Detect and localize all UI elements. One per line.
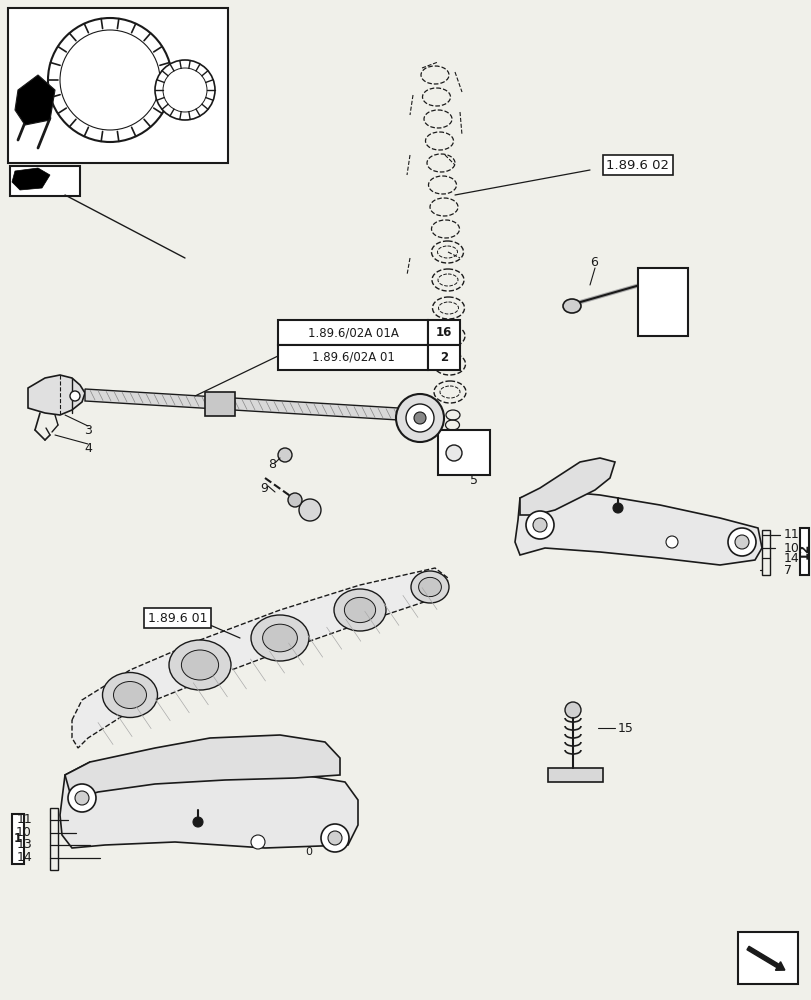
Text: 13: 13 [16,838,32,851]
Text: 5: 5 [470,474,478,487]
Circle shape [526,511,553,539]
Circle shape [320,824,349,852]
Bar [50,808,58,870]
Circle shape [70,391,80,401]
Text: 9: 9 [260,482,268,494]
Circle shape [414,412,426,424]
Circle shape [48,18,172,142]
Polygon shape [55,45,210,115]
Text: 14: 14 [783,552,799,564]
Circle shape [445,445,461,461]
Circle shape [612,503,622,513]
Circle shape [298,499,320,521]
Polygon shape [28,375,85,415]
Circle shape [251,835,264,849]
Text: 8: 8 [268,458,276,472]
Polygon shape [519,458,614,515]
Text: 3: 3 [84,424,92,436]
Text: 10: 10 [783,542,799,554]
Circle shape [155,60,215,120]
Circle shape [727,528,755,556]
Ellipse shape [418,577,441,597]
Circle shape [277,448,292,462]
Polygon shape [60,760,358,848]
Circle shape [532,518,547,532]
Ellipse shape [262,624,297,652]
Circle shape [406,404,433,432]
Bar [8,8,228,163]
Bar [277,345,427,370]
Text: 11: 11 [783,528,799,542]
Ellipse shape [114,682,146,708]
Bar [799,528,808,575]
Text: 1.89.6/02A 01: 1.89.6/02A 01 [311,351,394,364]
Text: 15: 15 [617,722,633,734]
Bar [427,345,460,370]
Text: 16: 16 [436,326,452,339]
Circle shape [68,784,96,812]
Bar [637,268,687,336]
Polygon shape [15,75,55,125]
Circle shape [665,536,677,548]
Circle shape [193,817,203,827]
Circle shape [564,702,581,718]
Text: 6: 6 [590,255,597,268]
Bar [737,932,797,984]
Polygon shape [65,735,340,800]
Polygon shape [72,568,448,748]
Polygon shape [85,389,414,421]
Circle shape [288,493,302,507]
Text: 4: 4 [84,442,92,454]
Ellipse shape [562,299,581,313]
Bar [427,320,460,345]
Ellipse shape [102,672,157,718]
Text: 7: 7 [783,564,791,576]
Ellipse shape [181,650,218,680]
Circle shape [75,791,89,805]
Bar [437,430,489,475]
Circle shape [396,394,444,442]
FancyArrow shape [746,946,784,970]
Text: 1: 1 [14,832,22,845]
Bar [204,392,234,416]
Text: 10: 10 [16,826,32,839]
Ellipse shape [169,640,230,690]
Text: 0: 0 [305,847,311,857]
Text: 1.89.6 02: 1.89.6 02 [606,159,669,172]
Bar [12,814,24,864]
Bar [547,768,603,782]
Text: 12: 12 [796,543,809,559]
Text: 11: 11 [16,813,32,826]
Ellipse shape [333,589,385,631]
Bar [10,166,80,196]
Text: 1.89.6/02A 01A: 1.89.6/02A 01A [307,326,398,339]
Text: 1.89.6 01: 1.89.6 01 [148,611,208,624]
Bar [277,320,427,345]
Ellipse shape [344,597,375,623]
Ellipse shape [410,571,448,603]
Bar [761,530,769,575]
Polygon shape [12,168,50,190]
Text: 2: 2 [440,351,448,364]
Ellipse shape [251,615,309,661]
Text: 14: 14 [16,851,32,864]
Circle shape [328,831,341,845]
Circle shape [734,535,748,549]
Polygon shape [514,490,761,565]
